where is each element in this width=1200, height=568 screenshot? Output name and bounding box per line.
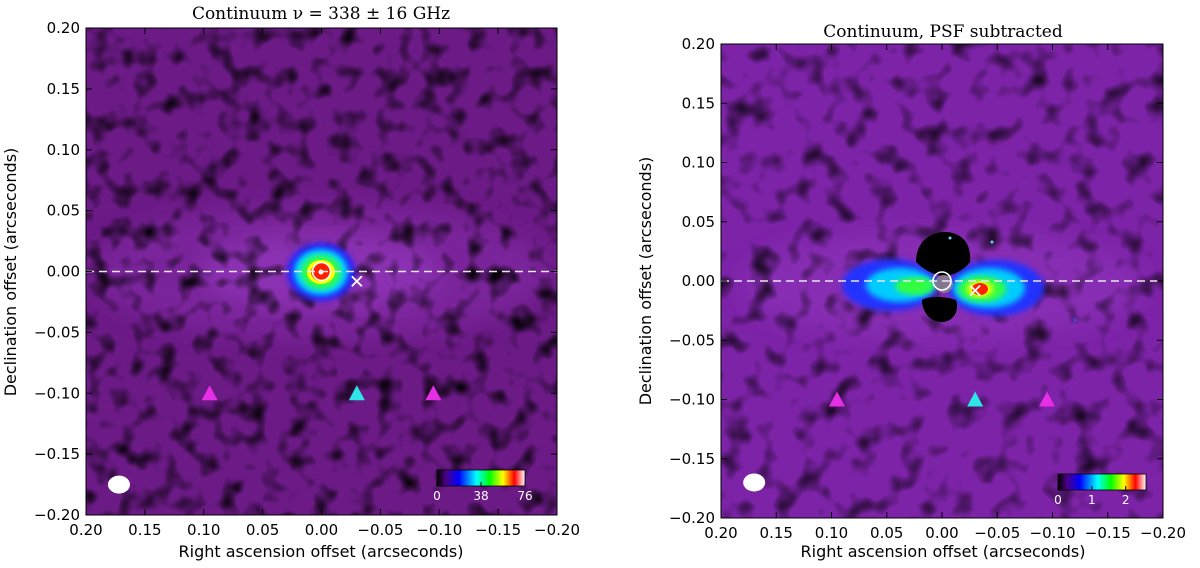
- x-tick-label: −0.10: [1030, 524, 1076, 542]
- triangle-marker: [348, 385, 365, 401]
- y-tick-label: −0.15: [669, 450, 715, 468]
- x-tick-label: −0.10: [416, 521, 462, 539]
- xlabel-right: Right ascension offset (arcseconds): [801, 542, 1086, 561]
- ylabel-right: Declination offset (arcseconds): [636, 157, 655, 406]
- x-tick-label: 0.15: [128, 521, 161, 539]
- y-tick-label: −0.20: [34, 506, 80, 524]
- colorbar-tick-label: 0: [1054, 493, 1062, 507]
- x-tick-label: −0.05: [357, 521, 403, 539]
- x-tick-label: −0.05: [974, 524, 1020, 542]
- colorbar-right: 0 1 2: [1054, 473, 1147, 507]
- x-tick-label: 0.10: [815, 524, 848, 542]
- colorbar-tick-label: 76: [517, 489, 532, 503]
- x-tick-label: −0.15: [475, 521, 521, 539]
- y-tick-label: 0.15: [682, 94, 715, 112]
- y-tick-label: 0.20: [682, 35, 715, 53]
- beam-ellipse: [107, 475, 130, 494]
- triangle-marker: [425, 385, 442, 401]
- colorbar-left: 0 38 76: [433, 469, 533, 503]
- y-tick-label: −0.10: [669, 391, 715, 409]
- y-tick-label: 0.15: [47, 80, 80, 98]
- colorbar-tick-label: 1: [1088, 493, 1096, 507]
- y-tick-label: −0.05: [669, 331, 715, 349]
- beam-ellipse: [743, 473, 766, 492]
- residual-structure: [842, 232, 1077, 322]
- triangle-marker: [1038, 391, 1055, 407]
- overlay-right: [721, 271, 1163, 492]
- cross-marker: [351, 275, 363, 287]
- x-tick-label: −0.15: [1085, 524, 1131, 542]
- colorbar-tick-label: 0: [433, 489, 441, 503]
- xlabel-left: Right ascension offset (arcseconds): [179, 542, 464, 561]
- x-tick-label: −0.20: [1140, 524, 1186, 542]
- y-tick-label: 0.00: [47, 263, 80, 281]
- y-tick-label: 0.05: [47, 202, 80, 220]
- y-tick-label: 0.00: [682, 272, 715, 290]
- x-tick-label: 0.15: [760, 524, 793, 542]
- x-tick-label: 0.10: [187, 521, 220, 539]
- y-tick-label: 0.10: [682, 154, 715, 172]
- x-tick-label: 0.00: [925, 524, 958, 542]
- ticks-right: 0.20 0.15 0.10 0.05 0.00 −0.05 −0.10 −0.15 −0.20…: [669, 35, 1186, 542]
- y-tick-label: 0.10: [47, 141, 80, 159]
- y-tick-label: −0.20: [669, 509, 715, 527]
- x-tick-label: 0.05: [246, 521, 279, 539]
- colorbar-tick-label: 38: [473, 489, 488, 503]
- triangle-marker: [201, 385, 218, 401]
- colorbar-tick-label: 2: [1122, 493, 1130, 507]
- ring-marker: [932, 271, 952, 291]
- y-tick-label: −0.05: [34, 323, 80, 341]
- x-tick-label: 0.00: [305, 521, 338, 539]
- y-tick-label: −0.10: [34, 384, 80, 402]
- x-tick-label: 0.20: [69, 521, 102, 539]
- y-tick-label: 0.05: [682, 213, 715, 231]
- triangle-marker: [829, 391, 846, 407]
- ticks-left: 0.20 0.15 0.10 0.05 0.00 −0.05 −0.10 −0.15 −0.20…: [34, 19, 580, 539]
- ylabel-left: Declination offset (arcseconds): [1, 148, 20, 397]
- title-right: Continuum, PSF subtracted: [823, 22, 1063, 42]
- panel-right: 0.20 0.15 0.10 0.05 0.00 −0.05 −0.10 −0.15 −0.20…: [636, 22, 1186, 561]
- x-tick-label: −0.20: [534, 521, 580, 539]
- title-left: Continuum ν = 338 ± 16 GHz: [192, 4, 450, 24]
- cross-marker: [969, 284, 981, 297]
- triangle-marker: [967, 391, 984, 407]
- panel-left: 0.20 0.15 0.10 0.05 0.00 −0.05 −0.10 −0.15 −0.20…: [1, 4, 580, 561]
- y-tick-label: 0.20: [47, 19, 80, 37]
- ring-marker: [311, 261, 332, 282]
- y-tick-label: −0.15: [34, 445, 80, 463]
- x-tick-label: 0.05: [870, 524, 903, 542]
- overlay-left: [86, 261, 557, 494]
- x-tick-label: 0.20: [704, 524, 737, 542]
